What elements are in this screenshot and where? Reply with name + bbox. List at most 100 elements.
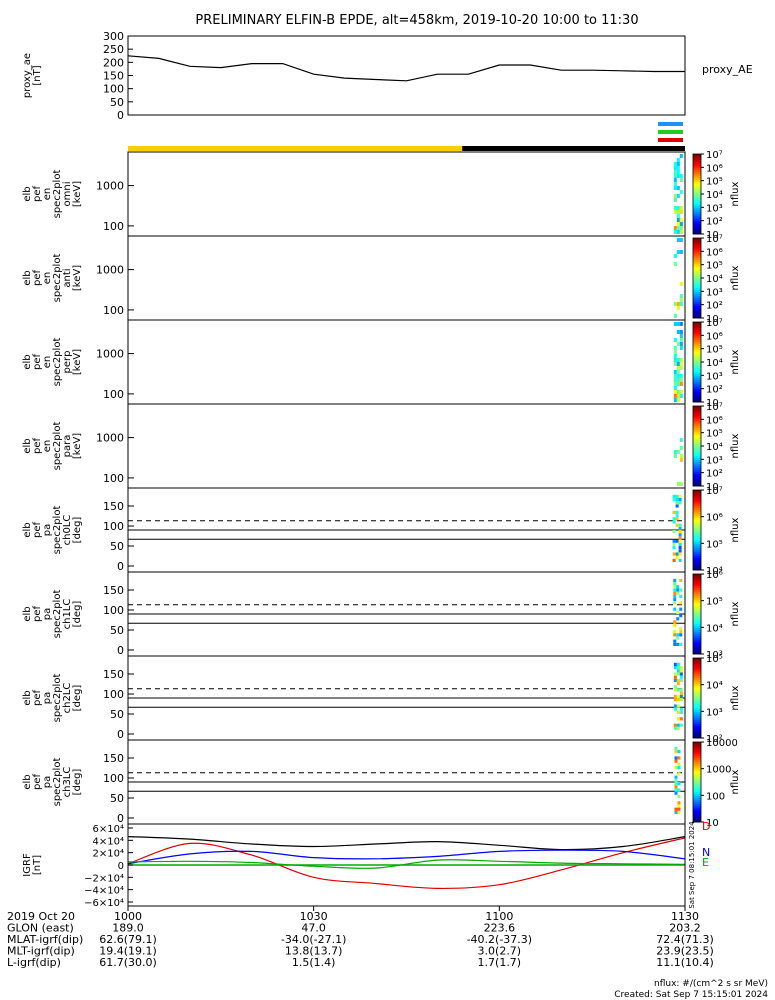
colorbar-label: nflux — [730, 433, 741, 458]
spectrogram-frame — [127, 403, 686, 489]
pitch-angle-cell — [676, 682, 680, 686]
colorbar-cell — [693, 592, 701, 595]
colorbar-cell — [693, 362, 701, 365]
pitch-angle-cell — [675, 504, 679, 508]
colorbar-cell — [693, 202, 701, 205]
y-tick-label: 1000 — [96, 348, 124, 361]
y-tick-label: 50 — [110, 624, 124, 637]
colorbar-cell — [693, 156, 701, 159]
pitch-angle-panel: 150 100 50 0 elb pef pa spec2plot ch0LC [deg] 10⁷ 1… — [22, 486, 741, 577]
y-axis-label: en — [42, 440, 53, 453]
x-tick-label: 1100 — [485, 910, 513, 923]
pitch-angle-cell — [673, 591, 677, 595]
colorbar-cell — [693, 372, 701, 375]
spectrogram-panel: 1000 100 elb pef en spec2plot anti [keV] 10⁷ 10⁶ 1… — [22, 234, 741, 325]
spectrogram-cell — [673, 390, 677, 394]
pitch-angle-cell — [678, 542, 682, 546]
spectrogram-cell — [679, 206, 683, 210]
colorbar-cell — [693, 160, 701, 163]
colorbar-cell — [693, 598, 701, 601]
colorbar-cell — [693, 258, 701, 261]
colorbar-cell — [693, 244, 701, 247]
colorbar-cell — [693, 586, 701, 589]
spectrogram-cell — [676, 342, 680, 346]
colorbar-cell — [693, 246, 701, 249]
colorbar-tick-label: 10⁵ — [706, 261, 723, 272]
pitch-angle-cell — [677, 756, 681, 760]
spectrogram-cell — [673, 354, 677, 358]
colorbar-cell — [693, 358, 701, 361]
colorbar-cell — [693, 674, 701, 677]
colorbar-cell — [693, 728, 701, 731]
colorbar-cell — [693, 750, 701, 753]
colorbar-cell — [693, 700, 701, 703]
annotation-row-value: -40.2(-37.3) — [467, 933, 533, 946]
colorbar-cell — [693, 354, 701, 357]
colorbar-cell — [693, 636, 701, 639]
y-axis-label: elb — [22, 438, 33, 453]
pitch-angle-cell — [673, 704, 677, 708]
pitch-angle-cell — [675, 539, 679, 543]
status-bars — [128, 122, 685, 151]
y-axis-label: ch2LC — [62, 683, 73, 714]
colorbar-cell — [693, 252, 701, 255]
colorbar-cell — [693, 690, 701, 693]
colorbar-cell — [693, 500, 701, 503]
pitch-angle-cell — [679, 710, 683, 714]
colorbar-cell — [693, 800, 701, 803]
y-axis-label: IGRF — [22, 853, 33, 877]
spectrogram-cell — [676, 366, 680, 370]
pitch-angle-panel: 150 100 50 0 elb pef pa spec2plot ch3LC [deg] 1000… — [22, 738, 741, 829]
colorbar-cell — [693, 322, 701, 325]
pitch-angle-cell — [673, 594, 677, 598]
spectrogram-cell — [679, 226, 683, 230]
colorbar-cell — [693, 792, 701, 795]
y-tick-label: 150 — [103, 584, 124, 597]
spectrogram-cell — [676, 370, 680, 374]
spectrogram-cell — [673, 186, 677, 190]
colorbar-cell — [693, 716, 701, 719]
colorbar-cell — [693, 542, 701, 545]
pitch-angle-cell — [677, 750, 681, 754]
spectrogram-cell — [673, 314, 677, 318]
pitch-angle-cell — [675, 555, 679, 559]
pitch-angle-cell — [676, 610, 680, 614]
colorbar-cell — [693, 432, 701, 435]
colorbar-cell — [693, 376, 701, 379]
annotation-row-value: 3.0(2.7) — [478, 945, 522, 958]
pitch-angle-cell — [674, 788, 678, 792]
colorbar-cell — [693, 640, 701, 643]
spectrogram-cell — [673, 378, 677, 382]
y-axis-label: [keV] — [72, 181, 83, 207]
pitch-angle-cell — [677, 762, 681, 766]
colorbar-cell — [693, 602, 701, 605]
y-tick-label: 150 — [103, 668, 124, 681]
colorbar-cell — [693, 578, 701, 581]
spectrogram-cell — [676, 170, 680, 174]
colorbar-cell — [693, 634, 701, 637]
colorbar-cell — [693, 266, 701, 269]
colorbar-cell — [693, 162, 701, 165]
colorbar-cell — [693, 752, 701, 755]
y-tick-label: 100 — [103, 772, 124, 785]
spectrogram-cell — [679, 334, 683, 338]
colorbar-cell — [693, 748, 701, 751]
y-axis-label: spec2plot — [52, 170, 63, 219]
colorbar-tick-label: 10 — [706, 818, 719, 829]
colorbar-cell — [693, 490, 701, 493]
pitch-angle-cell — [673, 607, 677, 611]
colorbar-cell — [693, 364, 701, 367]
pitch-angle-cell — [673, 694, 677, 698]
colorbar-cell — [693, 540, 701, 543]
pitch-angle-cell — [673, 685, 677, 689]
y-tick-label: 0 — [117, 109, 124, 122]
colorbar-cell — [693, 460, 701, 463]
colorbar-cell — [693, 440, 701, 443]
y-axis-label: ch3LC — [62, 767, 73, 798]
colorbar-cell — [693, 530, 701, 533]
colorbar-tick-label: 10³ — [706, 455, 723, 466]
y-axis-label: ch1LC — [62, 599, 73, 630]
y-tick-label: 250 — [103, 43, 124, 56]
pitch-angle-cell — [676, 698, 680, 702]
spectrogram-cell — [676, 322, 680, 326]
